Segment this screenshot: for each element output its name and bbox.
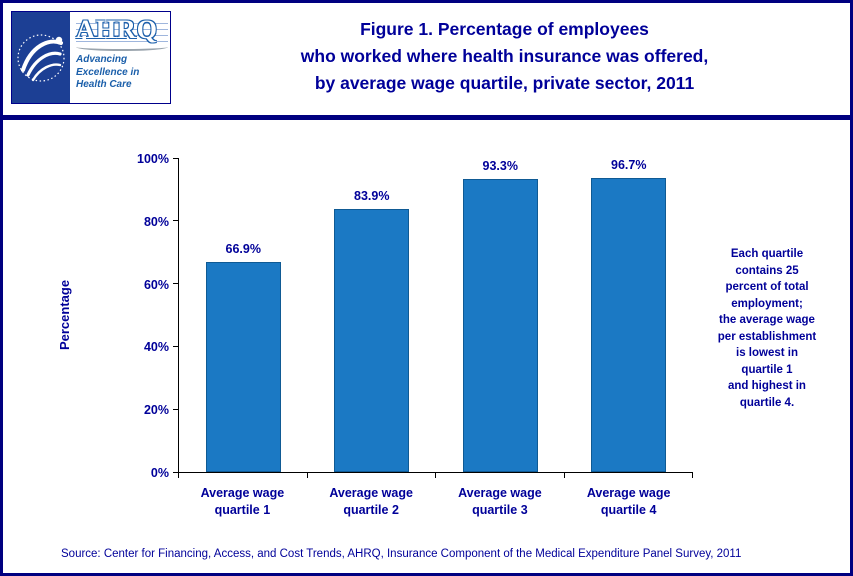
ahrq-tagline: Advancing Excellence in Health Care <box>76 54 168 92</box>
x-axis-tick <box>563 472 565 478</box>
bar-value-label: 96.7% <box>611 158 647 172</box>
annotation-line: per establishment <box>717 330 817 343</box>
annotation-line: employment; <box>731 297 803 310</box>
ahrq-acronym: AHRQ <box>76 15 168 45</box>
y-tick-label: 100% <box>137 152 169 166</box>
x-axis-tick <box>692 472 693 478</box>
bar-value-label: 93.3% <box>482 159 518 174</box>
category-label-quartile-2: Average wage quartile 2 <box>307 485 436 519</box>
bar-column-quartile-2: 83.9% <box>308 158 437 472</box>
hhs-logo-icon <box>12 12 70 103</box>
title-line-3: by average wage quartile, private sector… <box>314 73 695 93</box>
source-note: Source: Center for Financing, Access, an… <box>61 548 742 560</box>
y-axis-tick <box>173 283 179 285</box>
y-axis-tick <box>173 157 179 159</box>
y-tick-label: 80% <box>143 214 169 229</box>
hhs-eagle-icon <box>17 33 65 82</box>
y-tick-label: 40% <box>143 340 169 355</box>
category-line: quartile 2 <box>343 503 399 517</box>
category-label-quartile-1: Average wage quartile 1 <box>178 485 307 519</box>
annotation-line: percent of total <box>725 281 809 293</box>
ahrq-logo: AHRQ Advancing Excellence in Health Care <box>11 11 171 104</box>
bar-column-quartile-1: 66.9% <box>179 158 308 472</box>
bar-quartile-4 <box>591 178 667 472</box>
title-line-2: who worked where health insurance was of… <box>300 46 709 66</box>
x-axis-tick <box>306 472 308 478</box>
y-axis-tick <box>173 408 179 410</box>
y-tick-label: 20% <box>143 403 169 418</box>
bar-quartile-3 <box>462 179 538 472</box>
header-divider <box>3 115 850 120</box>
category-line: Average wage <box>329 486 413 500</box>
tagline-line: Excellence in <box>76 66 140 78</box>
bar-chart: Percentage 0% 20% 40% 60% 80% 100% 66.9%… <box>3 120 850 532</box>
category-line: Average wage <box>458 486 542 500</box>
tagline-line: Advancing <box>76 54 128 65</box>
annotation-line: quartile 1 <box>741 363 793 376</box>
annotation-line: quartile 4. <box>739 396 795 409</box>
y-axis-tick <box>173 471 179 473</box>
annotation-line: the average wage <box>719 314 815 326</box>
annotation-line: and highest in <box>728 380 806 392</box>
bar-value-label: 66.9% <box>225 241 261 256</box>
annotation-line: Each quartile <box>730 248 804 260</box>
annotation-line: contains 25 <box>735 264 799 277</box>
category-line: quartile 3 <box>472 503 528 517</box>
y-axis-tick <box>173 345 179 347</box>
x-axis-tick <box>178 472 179 478</box>
chart-annotation: Each quartile contains 25 percent of tot… <box>692 246 842 411</box>
y-tick-label: 0% <box>150 466 169 480</box>
category-line: Average wage <box>200 486 285 500</box>
category-line: quartile 1 <box>214 503 271 517</box>
category-line: Average wage <box>586 486 671 500</box>
ahrq-logo-text: AHRQ Advancing Excellence in Health Care <box>70 12 172 103</box>
title-line-1: Figure 1. Percentage of employees <box>360 19 649 39</box>
x-axis-category-labels: Average wage quartile 1 Average wage qua… <box>178 485 693 519</box>
plot-area: 0% 20% 40% 60% 80% 100% 66.9% 83.9% 93.3… <box>137 152 693 480</box>
y-tick-label: 60% <box>143 277 169 292</box>
y-axis-tick <box>173 220 179 222</box>
category-label-quartile-3: Average wage quartile 3 <box>436 485 565 519</box>
x-axis-tick <box>435 472 436 478</box>
bar-column-quartile-3: 93.3% <box>436 158 565 472</box>
bar-quartile-1 <box>205 261 281 472</box>
bar-value-label: 83.9% <box>354 188 390 203</box>
category-label-quartile-4: Average wage quartile 4 <box>564 485 693 519</box>
tagline-line: Health Care <box>76 79 132 90</box>
annotation-line: is lowest in <box>736 347 798 359</box>
bar-column-quartile-4: 96.7% <box>565 158 694 472</box>
y-axis-label: Percentage <box>57 279 72 351</box>
bar-quartile-2 <box>334 208 410 472</box>
bars: 66.9% 83.9% 93.3% 96.7% <box>179 158 693 472</box>
ahrq-swoosh <box>76 43 168 51</box>
category-line: quartile 4 <box>600 503 657 517</box>
chart-title: Figure 1. Percentage of employees who wo… <box>181 16 828 97</box>
